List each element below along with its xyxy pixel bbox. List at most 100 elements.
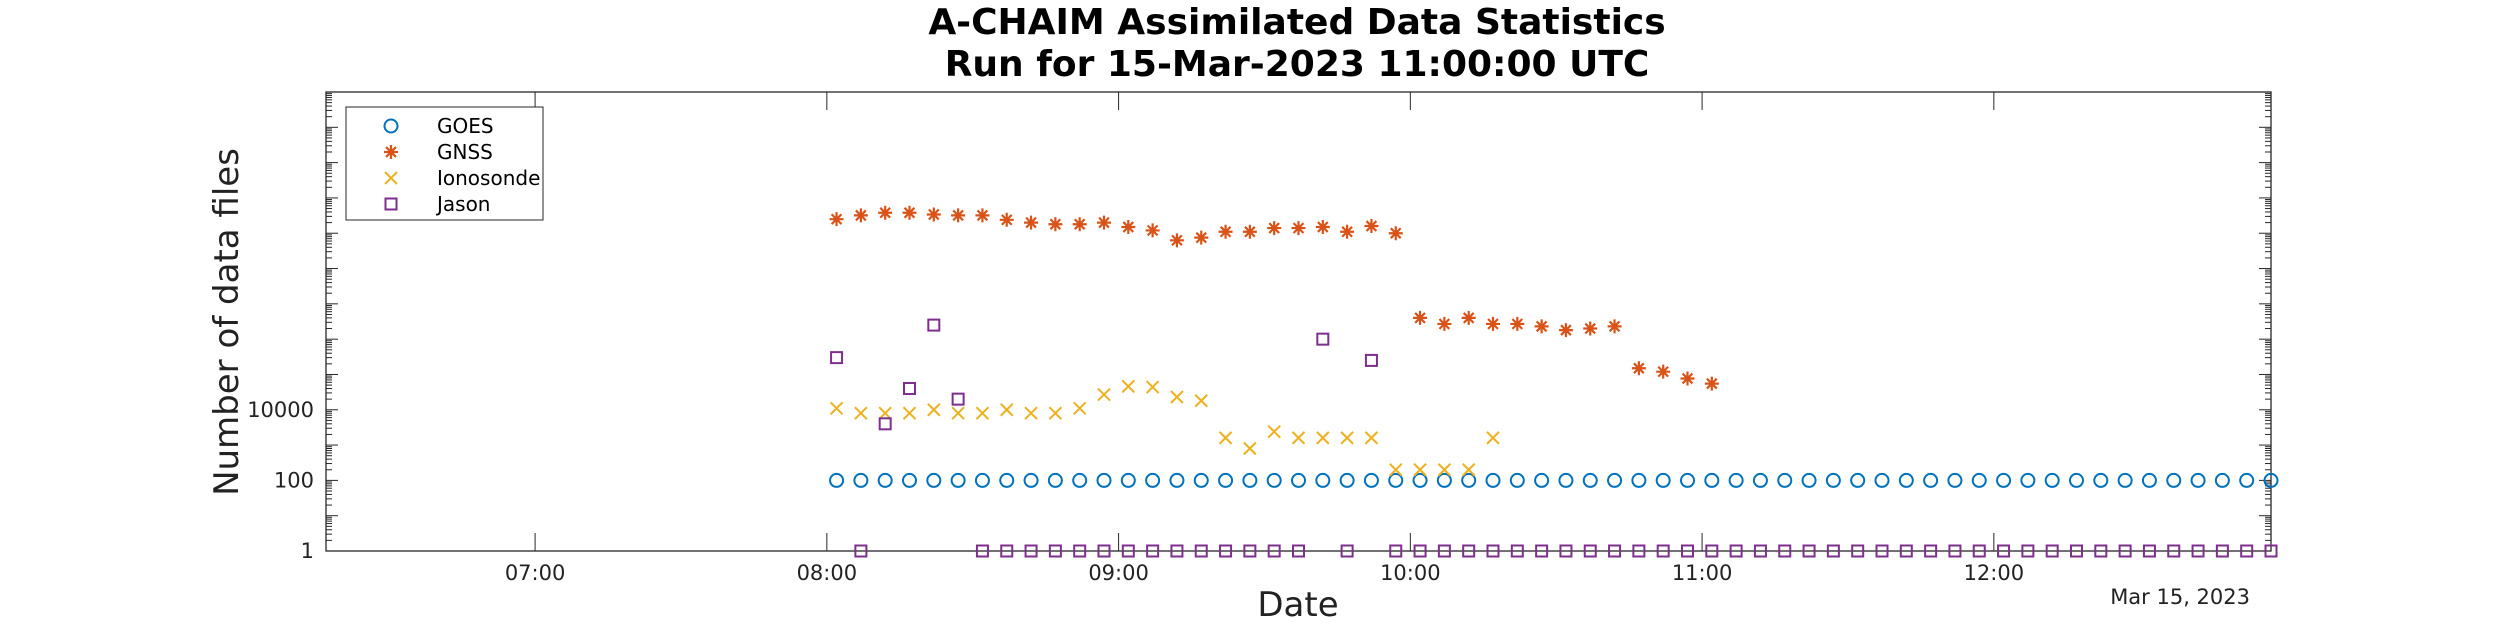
data-point-goes xyxy=(1266,472,1282,488)
legend-marker-goes xyxy=(383,118,399,134)
data-point-goes xyxy=(2069,472,2084,488)
data-point-ionosonde xyxy=(1413,463,1427,477)
data-point-gnss xyxy=(853,208,868,223)
data-point-jason xyxy=(2167,544,2181,558)
data-point-goes xyxy=(853,472,869,488)
data-point-jason xyxy=(1121,544,1135,558)
legend-label-goes: GOES xyxy=(437,114,494,138)
data-point-gnss xyxy=(1121,220,1136,235)
data-point-goes xyxy=(1218,472,1234,488)
data-point-jason xyxy=(1194,544,1208,558)
data-point-jason xyxy=(854,544,868,558)
data-point-goes xyxy=(2093,472,2109,488)
data-point-jason xyxy=(1875,544,1889,558)
data-point-goes xyxy=(1509,472,1525,488)
data-point-gnss xyxy=(1267,221,1282,236)
data-point-gnss xyxy=(1048,217,1063,232)
data-markers xyxy=(829,205,2279,558)
data-point-goes xyxy=(1291,472,1306,488)
data-point-goes xyxy=(1631,472,1647,488)
data-point-jason xyxy=(1559,544,1573,558)
data-point-gnss xyxy=(951,208,966,223)
data-point-jason xyxy=(1705,544,1719,558)
data-point-goes xyxy=(1388,472,1404,488)
data-point-goes xyxy=(1947,472,1963,488)
data-point-gnss xyxy=(1413,310,1428,325)
y-tick-label: 10000 xyxy=(247,398,314,422)
data-point-goes xyxy=(1339,472,1355,488)
data-point-goes xyxy=(1850,472,1866,488)
data-point-ionosonde xyxy=(1072,401,1087,416)
data-point-jason xyxy=(1851,544,1865,558)
data-point-gnss xyxy=(975,208,990,223)
data-point-ionosonde xyxy=(1364,431,1379,445)
data-point-goes xyxy=(1169,472,1185,488)
data-point-ionosonde xyxy=(1218,431,1233,445)
legend-marker-jason xyxy=(384,197,398,211)
data-point-jason xyxy=(1437,544,1451,558)
x-tick-label: 10:00 xyxy=(1380,561,1441,585)
data-point-gnss xyxy=(1437,316,1452,331)
data-point-jason xyxy=(878,417,892,431)
data-point-jason xyxy=(1510,544,1524,558)
date-label: Mar 15, 2023 xyxy=(2110,585,2250,609)
data-point-goes xyxy=(902,472,917,488)
y-tick-label: 100 xyxy=(274,468,314,492)
data-point-ionosonde xyxy=(878,406,892,420)
data-point-goes xyxy=(1436,472,1452,488)
data-point-gnss xyxy=(1510,316,1525,331)
data-point-gnss xyxy=(1656,364,1671,379)
series-ionosonde xyxy=(829,379,1500,477)
y-tick-label: 1 xyxy=(301,539,314,563)
data-point-jason xyxy=(1389,544,1403,558)
y-axis-label: Number of data files xyxy=(207,148,247,496)
data-point-jason xyxy=(1000,544,1014,558)
legend-box xyxy=(345,106,544,221)
data-point-jason xyxy=(2191,544,2205,558)
data-point-jason xyxy=(1753,544,1767,558)
data-point-jason xyxy=(1486,544,1500,558)
data-point-goes xyxy=(1485,472,1501,488)
data-point-gnss xyxy=(1242,224,1257,239)
data-point-ionosonde xyxy=(1024,406,1038,420)
data-point-jason xyxy=(1292,544,1305,558)
data-point-ionosonde xyxy=(1097,387,1111,402)
data-point-jason xyxy=(2118,544,2132,558)
data-point-goes xyxy=(2166,472,2182,488)
data-point-gnss xyxy=(1340,224,1355,239)
data-point-ionosonde xyxy=(902,406,917,420)
series-goes xyxy=(829,472,2279,488)
data-point-gnss xyxy=(1558,323,1573,338)
data-point-goes xyxy=(1874,472,1890,488)
data-point-jason xyxy=(1608,544,1622,558)
data-point-gnss xyxy=(1097,215,1111,230)
data-point-jason xyxy=(2094,544,2108,558)
data-point-jason xyxy=(951,392,965,406)
data-point-jason xyxy=(1583,544,1597,558)
data-point-ionosonde xyxy=(1267,424,1281,439)
data-point-gnss xyxy=(926,207,941,222)
data-point-goes xyxy=(926,472,942,488)
data-point-ionosonde xyxy=(1316,431,1330,445)
data-point-goes xyxy=(2239,472,2255,488)
chart-title-line-2: Run for 15-Mar-2023 11:00:00 UTC xyxy=(945,44,1650,85)
data-point-goes xyxy=(1193,472,1209,488)
data-point-goes xyxy=(1996,472,2012,488)
data-point-ionosonde xyxy=(1000,403,1014,417)
data-point-ionosonde xyxy=(1437,463,1452,477)
data-point-jason xyxy=(2240,544,2254,558)
data-point-jason xyxy=(1802,544,1816,558)
data-point-goes xyxy=(1582,472,1598,488)
legend-label-gnss: GNSS xyxy=(437,140,493,164)
data-point-jason xyxy=(1899,544,1913,558)
data-point-gnss xyxy=(1072,217,1087,232)
data-point-ionosonde xyxy=(1121,379,1136,394)
data-point-jason xyxy=(830,351,844,365)
data-point-goes xyxy=(1728,472,1744,488)
data-point-jason xyxy=(1826,544,1840,558)
data-point-gnss xyxy=(1145,223,1160,238)
data-point-gnss xyxy=(1194,230,1209,245)
data-point-ionosonde xyxy=(1291,431,1306,445)
data-point-gnss xyxy=(1607,319,1622,334)
